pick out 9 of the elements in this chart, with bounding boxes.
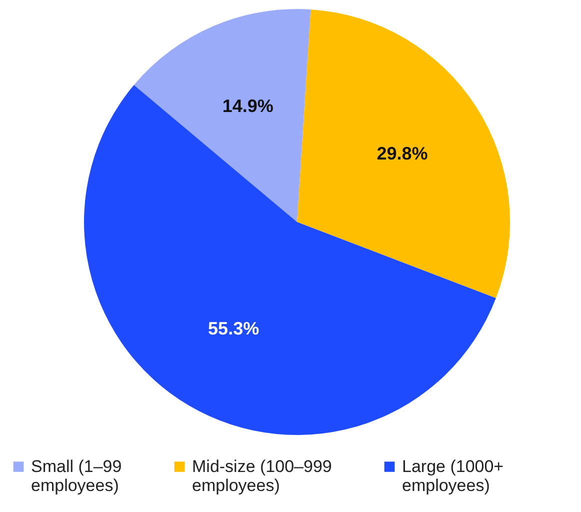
pie-slice — [134, 9, 311, 222]
legend-label: Mid-size (100–999 employees) — [192, 456, 332, 495]
data-label: 29.8% — [376, 144, 428, 164]
pie-slice — [297, 9, 510, 298]
legend-label: Large (1000+ employees) — [402, 456, 504, 495]
data-label: 55.3% — [208, 318, 260, 339]
legend-label: Small (1–99 employees) — [31, 456, 122, 495]
data-label: 14.9% — [222, 96, 274, 116]
pie-slice — [84, 84, 496, 435]
